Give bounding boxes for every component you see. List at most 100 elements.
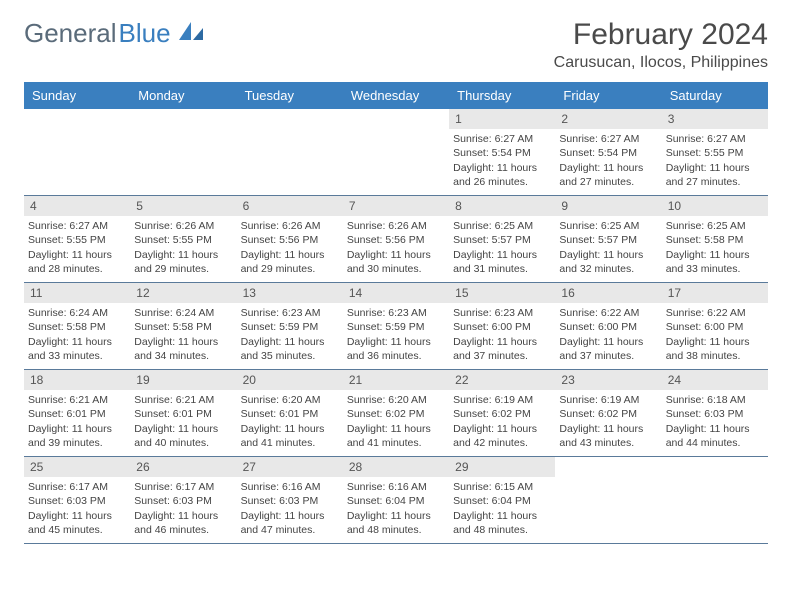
- day-number: 14: [343, 283, 449, 303]
- day-number: 9: [555, 196, 661, 216]
- sunrise-line: Sunrise: 6:16 AM: [347, 480, 445, 494]
- day-number: 24: [662, 370, 768, 390]
- day-cell: [662, 457, 768, 543]
- sunrise-line: Sunrise: 6:22 AM: [559, 306, 657, 320]
- day-cell: [555, 457, 661, 543]
- day-cell: 16 Sunrise: 6:22 AMSunset: 6:00 PMDayligh…: [555, 283, 661, 369]
- sunset-line: Sunset: 5:56 PM: [241, 233, 339, 247]
- day-number: 8: [449, 196, 555, 216]
- sunrise-line: Sunrise: 6:26 AM: [347, 219, 445, 233]
- daylight-line: Daylight: 11 hours and 29 minutes.: [241, 248, 339, 276]
- day-header-sun: Sunday: [24, 82, 130, 109]
- daylight-line: Daylight: 11 hours and 37 minutes.: [559, 335, 657, 363]
- header: GeneralBlue February 2024 Carusucan, Ilo…: [24, 18, 768, 72]
- day-cell: 29Sunrise: 6:15 AMSunset: 6:04 PMDayligh…: [449, 457, 555, 543]
- sunset-line: Sunset: 6:04 PM: [347, 494, 445, 508]
- week-row: 18Sunrise: 6:21 AMSunset: 6:01 PMDayligh…: [24, 370, 768, 457]
- daylight-line: Daylight: 11 hours and 26 minutes.: [453, 161, 551, 189]
- daylight-line: Daylight: 11 hours and 33 minutes.: [28, 335, 126, 363]
- day-number: 1: [449, 109, 555, 129]
- day-header-thu: Thursday: [449, 82, 555, 109]
- day-cell: 26Sunrise: 6:17 AMSunset: 6:03 PMDayligh…: [130, 457, 236, 543]
- day-cell: 28Sunrise: 6:16 AMSunset: 6:04 PMDayligh…: [343, 457, 449, 543]
- day-number: 29: [449, 457, 555, 477]
- sunset-line: Sunset: 5:56 PM: [347, 233, 445, 247]
- sunset-line: Sunset: 6:00 PM: [666, 320, 764, 334]
- day-cell: 6 Sunrise: 6:26 AMSunset: 5:56 PMDaylight…: [237, 196, 343, 282]
- daylight-line: Daylight: 11 hours and 32 minutes.: [559, 248, 657, 276]
- sunrise-line: Sunrise: 6:26 AM: [134, 219, 232, 233]
- logo-text-blue: Blue: [119, 18, 171, 49]
- day-cell: 15Sunrise: 6:23 AMSunset: 6:00 PMDayligh…: [449, 283, 555, 369]
- daylight-line: Daylight: 11 hours and 43 minutes.: [559, 422, 657, 450]
- sunrise-line: Sunrise: 6:27 AM: [453, 132, 551, 146]
- sunset-line: Sunset: 5:58 PM: [28, 320, 126, 334]
- daylight-line: Daylight: 11 hours and 47 minutes.: [241, 509, 339, 537]
- sunrise-line: Sunrise: 6:24 AM: [28, 306, 126, 320]
- sunset-line: Sunset: 5:57 PM: [559, 233, 657, 247]
- daylight-line: Daylight: 11 hours and 48 minutes.: [453, 509, 551, 537]
- logo-text-general: General: [24, 18, 117, 49]
- daylight-line: Daylight: 11 hours and 46 minutes.: [134, 509, 232, 537]
- sunset-line: Sunset: 6:00 PM: [453, 320, 551, 334]
- sunset-line: Sunset: 5:59 PM: [241, 320, 339, 334]
- sunset-line: Sunset: 5:58 PM: [666, 233, 764, 247]
- day-number: 27: [237, 457, 343, 477]
- sunset-line: Sunset: 5:55 PM: [134, 233, 232, 247]
- day-number: 7: [343, 196, 449, 216]
- sunrise-line: Sunrise: 6:18 AM: [666, 393, 764, 407]
- day-cell: 21Sunrise: 6:20 AMSunset: 6:02 PMDayligh…: [343, 370, 449, 456]
- day-cell: 24Sunrise: 6:18 AMSunset: 6:03 PMDayligh…: [662, 370, 768, 456]
- sunrise-line: Sunrise: 6:17 AM: [28, 480, 126, 494]
- sunrise-line: Sunrise: 6:23 AM: [347, 306, 445, 320]
- week-row: 4Sunrise: 6:27 AMSunset: 5:55 PMDaylight…: [24, 196, 768, 283]
- day-cell: 4Sunrise: 6:27 AMSunset: 5:55 PMDaylight…: [24, 196, 130, 282]
- day-number: 6: [237, 196, 343, 216]
- sunset-line: Sunset: 6:01 PM: [134, 407, 232, 421]
- daylight-line: Daylight: 11 hours and 44 minutes.: [666, 422, 764, 450]
- sunset-line: Sunset: 6:02 PM: [347, 407, 445, 421]
- logo-sail-icon: [177, 18, 205, 49]
- day-cell: 8Sunrise: 6:25 AMSunset: 5:57 PMDaylight…: [449, 196, 555, 282]
- daylight-line: Daylight: 11 hours and 28 minutes.: [28, 248, 126, 276]
- day-number: 28: [343, 457, 449, 477]
- sunset-line: Sunset: 6:02 PM: [453, 407, 551, 421]
- day-cell: 23Sunrise: 6:19 AMSunset: 6:02 PMDayligh…: [555, 370, 661, 456]
- sunset-line: Sunset: 6:00 PM: [559, 320, 657, 334]
- day-number: 16: [555, 283, 661, 303]
- location-label: Carusucan, Ilocos, Philippines: [554, 54, 768, 72]
- day-cell: 22Sunrise: 6:19 AMSunset: 6:02 PMDayligh…: [449, 370, 555, 456]
- day-cell: 7Sunrise: 6:26 AMSunset: 5:56 PMDaylight…: [343, 196, 449, 282]
- day-cell: 25Sunrise: 6:17 AMSunset: 6:03 PMDayligh…: [24, 457, 130, 543]
- sunrise-line: Sunrise: 6:21 AM: [134, 393, 232, 407]
- day-number: 22: [449, 370, 555, 390]
- sunset-line: Sunset: 6:03 PM: [28, 494, 126, 508]
- sunrise-line: Sunrise: 6:26 AM: [241, 219, 339, 233]
- day-cell: 10Sunrise: 6:25 AMSunset: 5:58 PMDayligh…: [662, 196, 768, 282]
- logo: GeneralBlue: [24, 18, 205, 49]
- sunrise-line: Sunrise: 6:23 AM: [453, 306, 551, 320]
- daylight-line: Daylight: 11 hours and 37 minutes.: [453, 335, 551, 363]
- day-cell: 3Sunrise: 6:27 AMSunset: 5:55 PMDaylight…: [662, 109, 768, 195]
- day-number: 2: [555, 109, 661, 129]
- weeks-container: 1Sunrise: 6:27 AMSunset: 5:54 PMDaylight…: [24, 109, 768, 544]
- day-cell: [343, 109, 449, 195]
- daylight-line: Daylight: 11 hours and 42 minutes.: [453, 422, 551, 450]
- day-number: 18: [24, 370, 130, 390]
- day-header-sat: Saturday: [662, 82, 768, 109]
- day-cell: 9Sunrise: 6:25 AMSunset: 5:57 PMDaylight…: [555, 196, 661, 282]
- daylight-line: Daylight: 11 hours and 40 minutes.: [134, 422, 232, 450]
- sunrise-line: Sunrise: 6:19 AM: [559, 393, 657, 407]
- day-number: 17: [662, 283, 768, 303]
- day-number: 23: [555, 370, 661, 390]
- day-number: 12: [130, 283, 236, 303]
- sunrise-line: Sunrise: 6:15 AM: [453, 480, 551, 494]
- day-cell: 27Sunrise: 6:16 AMSunset: 6:03 PMDayligh…: [237, 457, 343, 543]
- day-number: 5: [130, 196, 236, 216]
- daylight-line: Daylight: 11 hours and 34 minutes.: [134, 335, 232, 363]
- day-header-row: Sunday Monday Tuesday Wednesday Thursday…: [24, 82, 768, 109]
- day-number: 26: [130, 457, 236, 477]
- daylight-line: Daylight: 11 hours and 33 minutes.: [666, 248, 764, 276]
- day-cell: 5Sunrise: 6:26 AMSunset: 5:55 PMDaylight…: [130, 196, 236, 282]
- daylight-line: Daylight: 11 hours and 45 minutes.: [28, 509, 126, 537]
